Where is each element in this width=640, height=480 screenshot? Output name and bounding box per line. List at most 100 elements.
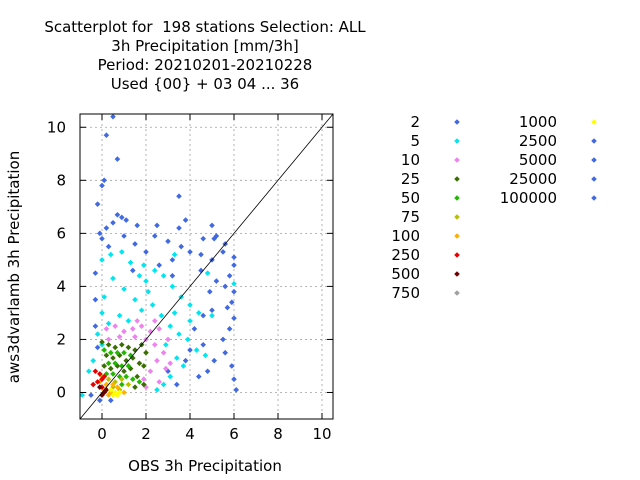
data-point (196, 373, 202, 380)
legend-label: 10 (401, 151, 420, 169)
data-point (152, 341, 158, 348)
data-point (110, 219, 116, 226)
legend-label: 100 (391, 227, 420, 245)
x-tick-label: 4 (185, 425, 195, 443)
legend-label: 1000 (519, 113, 557, 131)
data-point (90, 357, 96, 364)
data-point (136, 360, 143, 367)
legend-marker (454, 195, 460, 201)
data-point (141, 363, 147, 369)
data-point (99, 182, 105, 189)
chart-title-line-3: Period: 20210201-20210228 (97, 56, 313, 74)
data-point (231, 288, 237, 295)
data-point (125, 344, 132, 351)
data-point (171, 310, 178, 316)
data-point (182, 217, 189, 223)
data-point (211, 357, 217, 364)
legend-marker (591, 138, 597, 144)
data-point (105, 360, 112, 367)
data-point (101, 294, 107, 300)
data-point (132, 296, 138, 303)
data-point (143, 249, 149, 255)
data-point (174, 381, 180, 388)
data-point (222, 283, 228, 290)
data-point (125, 381, 132, 388)
data-point (200, 312, 206, 319)
data-point (103, 225, 110, 231)
data-point (185, 336, 191, 343)
data-point (198, 251, 204, 258)
data-point (143, 278, 149, 284)
data-point (92, 270, 99, 276)
x-tick-label: 6 (229, 425, 239, 443)
data-point (165, 336, 171, 343)
legend-label: 50 (401, 189, 420, 207)
data-point (174, 355, 180, 361)
data-point (94, 331, 101, 337)
data-point (110, 381, 116, 388)
data-point (112, 360, 118, 367)
data-point (105, 243, 112, 250)
data-point (167, 360, 173, 367)
data-point (116, 333, 123, 340)
data-point (165, 238, 171, 245)
data-point (200, 341, 206, 348)
data-point (130, 267, 136, 274)
data-point (101, 347, 107, 353)
legend-marker (454, 214, 460, 220)
legend-marker (591, 119, 597, 125)
data-point (110, 275, 116, 282)
data-point (213, 278, 220, 284)
legend-marker (454, 176, 460, 182)
data-point (193, 347, 200, 353)
data-point (138, 323, 145, 329)
data-point (152, 318, 158, 324)
x-tick-label: 0 (97, 425, 107, 443)
data-point (121, 233, 127, 239)
data-point (105, 336, 112, 343)
data-point (101, 363, 107, 369)
data-point (149, 302, 156, 308)
data-point (147, 328, 154, 335)
y-tick-label: 10 (47, 118, 66, 136)
data-point (130, 355, 136, 361)
data-point (163, 341, 169, 348)
data-point (200, 235, 206, 242)
legend-label: 5000 (519, 151, 557, 169)
data-point (103, 352, 110, 359)
data-point (110, 371, 116, 377)
data-point (121, 389, 127, 396)
data-point (97, 371, 103, 377)
data-point (141, 376, 147, 383)
data-point (105, 392, 112, 398)
data-point (97, 397, 103, 404)
data-point (231, 376, 237, 383)
data-point (143, 349, 149, 356)
data-point (154, 357, 160, 364)
data-point (187, 347, 193, 353)
data-point (130, 376, 136, 383)
data-point (134, 222, 140, 229)
y-tick-label: 0 (56, 383, 66, 401)
data-point (123, 217, 129, 223)
data-point (160, 381, 167, 388)
data-point (224, 304, 231, 311)
data-point (108, 365, 114, 372)
data-point (99, 235, 105, 242)
data-point (108, 349, 114, 356)
data-point (156, 326, 162, 332)
legend-label: 250 (391, 246, 420, 264)
legend-marker (591, 176, 597, 182)
chart-title-line-1: Scatterplot for 198 stations Selection: … (44, 18, 366, 36)
chart-title-line-2: 3h Precipitation [mm/3h] (111, 37, 299, 55)
data-point (156, 379, 162, 385)
data-point (103, 381, 110, 388)
data-point (231, 262, 237, 268)
data-point (207, 288, 213, 295)
data-point (119, 381, 125, 388)
data-point (209, 307, 215, 314)
data-point (119, 376, 125, 383)
data-point (114, 349, 121, 356)
data-point (92, 368, 99, 375)
data-point (220, 249, 226, 255)
